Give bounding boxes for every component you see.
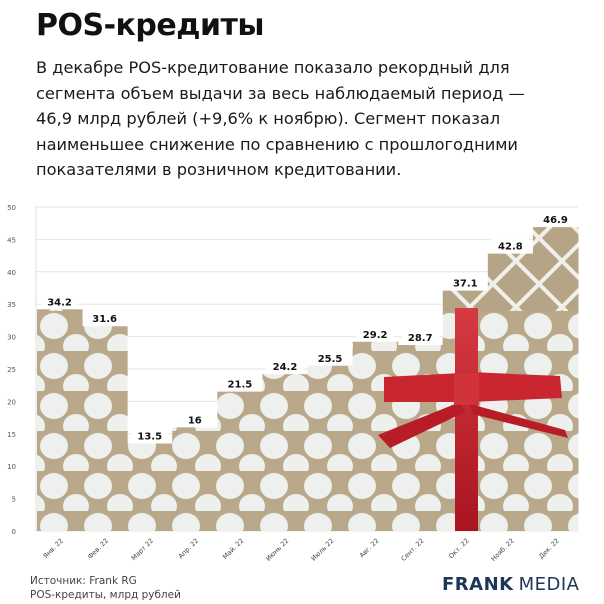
x-tick-label: Июнь 22 [264, 537, 290, 563]
data-label: 16 [188, 415, 202, 426]
data-label: 21.5 [228, 380, 253, 391]
subtitle: В декабре POS-кредитование показало реко… [36, 55, 576, 183]
data-label-bg [131, 428, 169, 443]
y-tick-label: 10 [7, 463, 16, 471]
data-label: 29.2 [363, 330, 388, 341]
x-tick-label: Сент. 22 [399, 537, 425, 563]
ribbon-vertical [455, 308, 478, 531]
x-tick-label: Май. 22 [221, 537, 245, 561]
y-tick-label: 30 [7, 334, 16, 342]
page-title: POS-кредиты [36, 8, 265, 43]
source-text: Источник: Frank RG [30, 575, 137, 587]
data-label-bg [401, 330, 439, 345]
data-label-bg [221, 376, 259, 391]
x-tick-label: Фев. 22 [86, 537, 110, 561]
footer-source: Источник: Frank RG POS-кредиты, млрд руб… [30, 574, 181, 602]
y-tick-label: 20 [7, 398, 16, 406]
y-tick-label: 0 [12, 528, 16, 536]
x-tick-label: Дек. 22 [537, 537, 561, 561]
data-label: 46.9 [543, 215, 568, 226]
y-axis-ticks: 0 5 10 15 20 25 30 35 40 45 50 [7, 204, 16, 536]
data-label-bg [536, 212, 574, 227]
y-tick-label: 35 [7, 301, 16, 309]
data-labels: 34.2 31.6 13.5 16 21.5 24.2 25.5 29.2 28.7 37.1 42… [41, 212, 574, 443]
data-label: 24.2 [273, 362, 298, 373]
data-label-bg [86, 311, 124, 326]
y-tick-label: 15 [7, 431, 16, 439]
polka-dot-region [37, 311, 579, 531]
units-note: POS-кредиты, млрд рублей [30, 589, 181, 601]
y-tick-label: 40 [7, 269, 16, 277]
data-label-bg [41, 294, 79, 309]
x-tick-label: Июль 22 [310, 537, 336, 563]
data-label: 28.7 [408, 333, 433, 344]
data-label-bg [356, 326, 394, 341]
data-label: 13.5 [137, 432, 162, 443]
logo-light: MEDIA [518, 574, 580, 595]
data-label: 25.5 [318, 354, 343, 365]
bar-chart: 0 5 10 15 20 25 30 35 40 45 50 34.2 31.6 13.5 16 21.5 2… [7, 204, 579, 563]
x-tick-label: Март 22 [130, 537, 155, 562]
logo-bold: FRANK [442, 574, 514, 595]
data-label: 42.8 [498, 242, 523, 253]
subtitle-line: В декабре POS-кредитование показало реко… [36, 58, 510, 77]
data-label-bg [446, 275, 484, 290]
subtitle-line: наименьшее снижение по сравнению с прошл… [36, 134, 518, 154]
data-label-bg [311, 350, 349, 365]
y-tick-label: 5 [12, 496, 16, 504]
y-tick-label: 25 [7, 366, 16, 374]
data-label: 34.2 [47, 297, 72, 308]
x-tick-label: Апр. 22 [177, 537, 201, 561]
frank-media-logo: FRANK MEDIA [442, 574, 580, 595]
x-tick-label: Нояб. 22 [489, 537, 515, 563]
data-label: 37.1 [453, 279, 478, 290]
data-label-bg [491, 238, 529, 253]
lattice-region [37, 227, 579, 311]
x-tick-label: Авг. 22 [358, 537, 381, 560]
y-tick-label: 45 [7, 236, 16, 244]
subtitle-line: показателями в розничном кредитовании. [36, 160, 402, 179]
x-tick-label: Окт. 22 [447, 537, 471, 561]
data-label-bg [266, 359, 304, 374]
subtitle-line: сегмента объем выдачи за весь наблюдаемы… [36, 83, 525, 103]
subtitle-line: 46,9 млрд рублей (+9,6% к ноябрю). Сегме… [36, 109, 501, 128]
ribbon-bow [378, 372, 568, 448]
data-label: 31.6 [92, 314, 117, 325]
data-label-bg [176, 412, 214, 427]
x-tick-label: Янв. 22 [42, 537, 65, 560]
x-axis-labels: Янв. 22 Фев. 22 Март 22 Апр. 22 Май. 22 Июнь … [42, 537, 561, 563]
y-tick-label: 50 [7, 204, 16, 212]
